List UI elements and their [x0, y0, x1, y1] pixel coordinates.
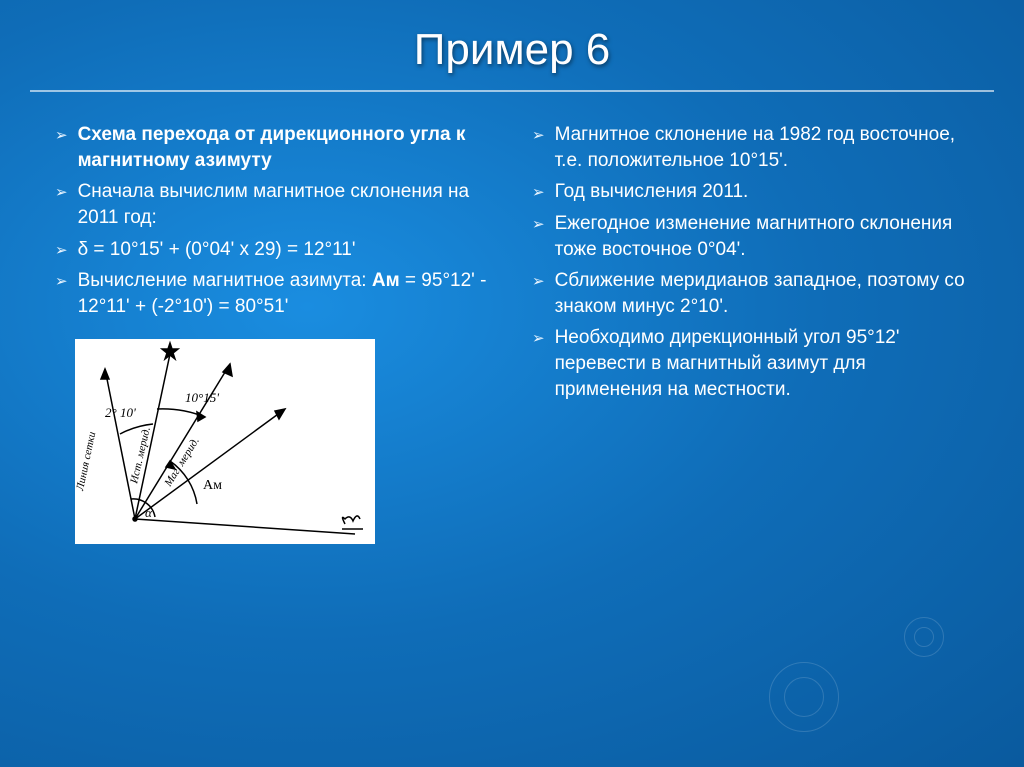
item-text: Год вычисления 2011.: [555, 179, 749, 205]
bullet-icon: ➢: [532, 183, 545, 203]
item-text: Сближение меридианов западное, поэтому с…: [555, 268, 969, 319]
am-label: Ам: [203, 478, 222, 493]
item-text: Магнитное склонение на 1982 год восточно…: [555, 122, 969, 173]
grid-line-label: Линия сетки: [75, 431, 98, 493]
list-item: ➢ Сначала вычислим магнитное склонения н…: [55, 179, 492, 230]
item-text: Сначала вычислим магнитное склонения на …: [78, 179, 492, 230]
bullet-icon: ➢: [55, 183, 68, 203]
list-item: ➢ Магнитное склонение на 1982 год восточ…: [532, 122, 969, 173]
item-text: Ежегодное изменение магнитного склонения…: [555, 211, 969, 262]
heading-text: Схема перехода от дирекционного угла к м…: [78, 122, 492, 173]
bullet-icon: ➢: [532, 272, 545, 292]
bullet-icon: ➢: [55, 272, 68, 292]
bullet-icon: ➢: [55, 241, 68, 261]
left-column: ➢ Схема перехода от дирекционного угла к…: [55, 122, 492, 544]
angle2-label: 10°15': [185, 390, 219, 405]
item-text: Необходимо дирекционный угол 95°12' пере…: [555, 325, 969, 402]
list-item: ➢ Схема перехода от дирекционного угла к…: [55, 122, 492, 173]
azimuth-diagram: 2° 10' 10°15' Линия сетки Ист. мерид. Ма…: [75, 339, 375, 544]
item-text: Вычисление магнитное азимута: Ам = 95°12…: [78, 268, 492, 319]
list-item: ➢ Ежегодное изменение магнитного склонен…: [532, 211, 969, 262]
angle1-label: 2° 10': [105, 405, 136, 420]
content-area: ➢ Схема перехода от дирекционного угла к…: [0, 122, 1024, 544]
list-item: ➢ Необходимо дирекционный угол 95°12' пе…: [532, 325, 969, 402]
list-item: ➢ Вычисление магнитное азимута: Ам = 95°…: [55, 268, 492, 319]
list-item: ➢ Сближение меридианов западное, поэтому…: [532, 268, 969, 319]
bullet-icon: ➢: [55, 126, 68, 146]
bullet-icon: ➢: [532, 215, 545, 235]
alpha-label: α: [145, 505, 153, 520]
bullet-icon: ➢: [532, 126, 545, 146]
list-item: ➢ Год вычисления 2011.: [532, 179, 969, 205]
bullet-icon: ➢: [532, 329, 545, 349]
list-item: ➢ δ = 10°15' + (0°04' х 29) = 12°11': [55, 237, 492, 263]
right-column: ➢ Магнитное склонение на 1982 год восточ…: [532, 122, 969, 544]
item-text: δ = 10°15' + (0°04' х 29) = 12°11': [78, 237, 356, 263]
slide-title: Пример 6: [30, 0, 994, 92]
